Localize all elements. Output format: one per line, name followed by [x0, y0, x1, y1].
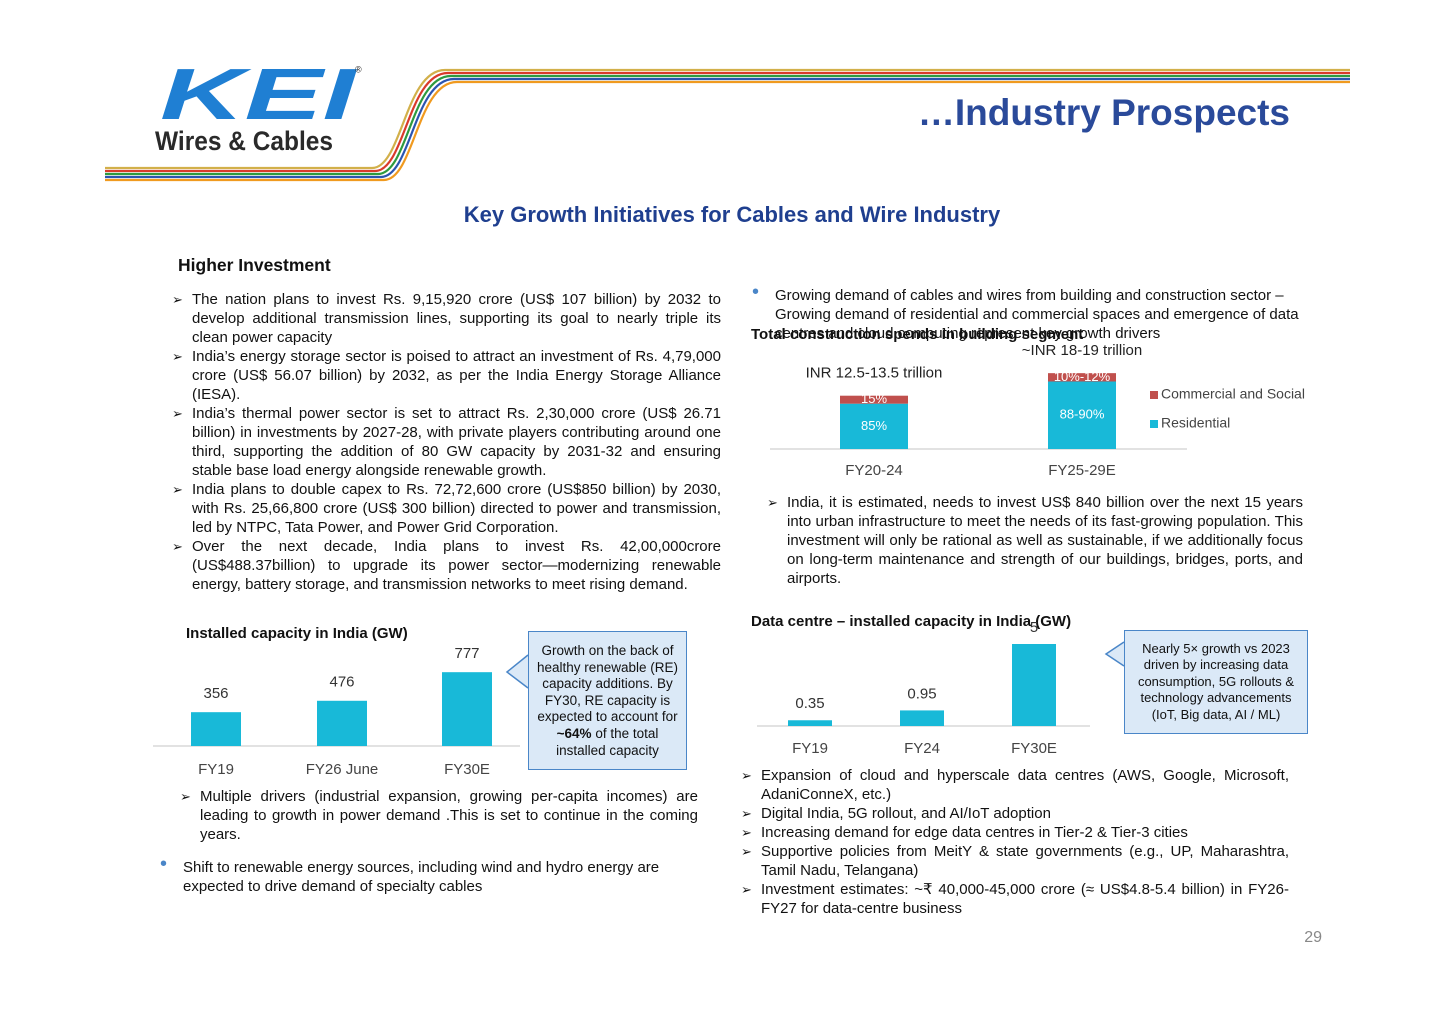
legend-label: Commercial and Social — [1161, 386, 1305, 402]
category-label: FY24 — [904, 740, 940, 757]
stripes — [105, 68, 1350, 182]
bullet: Supportive policies from MeitY & state g… — [741, 842, 1289, 880]
callout: Nearly 5× growth vs 2023 driven by incre… — [1124, 630, 1308, 734]
category-label: FY30E — [1011, 740, 1057, 757]
category-label: FY30E — [444, 761, 490, 778]
bar — [900, 710, 944, 726]
bar-segment — [1048, 381, 1116, 449]
logo-sub: Wires & Cables — [155, 126, 333, 156]
callout-text: Growth on the back of healthy renewable … — [536, 643, 679, 725]
category-label: FY19 — [198, 761, 234, 778]
callout-pointer — [505, 654, 529, 689]
callout: Growth on the back of healthy renewable … — [528, 631, 687, 770]
total-label: INR 12.5-13.5 trillion — [806, 365, 943, 382]
bullet-list: The nation plans to invest Rs. 9,15,920 … — [172, 290, 721, 594]
bar-segment — [840, 403, 908, 449]
callout-highlight: ~64% — [556, 725, 592, 741]
page-title: …Industry Prospects — [918, 92, 1290, 133]
bullet-text: Shift to renewable energy sources, inclu… — [183, 859, 660, 895]
segment-label: 10%-12% — [1054, 369, 1111, 384]
bar — [191, 712, 241, 746]
value-label: 5 — [1030, 619, 1038, 636]
bullet: India’s thermal power sector is set to a… — [172, 404, 721, 480]
category-label: FY25-29E — [1048, 462, 1116, 479]
dot-bullet: Growing demand of cables and wires from … — [752, 283, 1303, 343]
segment-label: 85% — [861, 418, 887, 433]
bullet-list: Multiple drivers (industrial expansion, … — [180, 787, 698, 844]
bar-segment — [1048, 373, 1116, 382]
logo-mark: ® — [355, 64, 362, 74]
chart-title: Data centre – installed capacity in Indi… — [751, 613, 1071, 630]
callout-text: of the total installed capacity — [556, 725, 659, 758]
bullet: Investment estimates: ~₹ 40,000-45,000 c… — [741, 880, 1289, 918]
callout-pointer — [1104, 641, 1125, 667]
bullet: Increasing demand for edge data centres … — [741, 823, 1289, 842]
value-label: 476 — [329, 674, 354, 691]
bullet: India’s energy storage sector is poised … — [172, 347, 721, 404]
segment-label: 88-90% — [1060, 407, 1105, 422]
legend-label: Residential — [1161, 415, 1230, 431]
bullet: Expansion of cloud and hyperscale data c… — [741, 766, 1289, 804]
bar — [1012, 644, 1056, 726]
value-label: 777 — [454, 645, 479, 662]
value-label: 0.35 — [795, 695, 824, 712]
segment-label: 15% — [861, 391, 887, 406]
heading: Higher Investment — [178, 255, 331, 275]
total-label: ~INR 18-19 trillion — [1022, 342, 1142, 359]
category-label: FY20-24 — [845, 462, 903, 479]
bullet: India plans to double capex to Rs. 72,72… — [172, 480, 721, 537]
legend-swatch — [1150, 420, 1158, 428]
bullet: Digital India, 5G rollout, and AI/IoT ad… — [741, 804, 1289, 823]
bullet-list: India, it is estimated, needs to invest … — [767, 493, 1303, 588]
bullet-list: Expansion of cloud and hyperscale data c… — [741, 766, 1289, 918]
subtitle: Key Growth Initiatives for Cables and Wi… — [464, 202, 1001, 227]
value-label: 0.95 — [907, 685, 936, 702]
page-number: 29 — [1304, 929, 1322, 946]
dot-bullet: Shift to renewable energy sources, inclu… — [160, 855, 703, 896]
bar — [317, 700, 367, 746]
bullet: Over the next decade, India plans to inv… — [172, 537, 721, 594]
value-label: 356 — [203, 685, 228, 702]
logo: KEI — [160, 55, 358, 135]
bullet: India, it is estimated, needs to invest … — [767, 493, 1303, 588]
bar — [442, 672, 492, 746]
legend-swatch — [1150, 391, 1158, 399]
bullet-text: Growing demand of cables and wires from … — [775, 287, 1299, 342]
bullet: The nation plans to invest Rs. 9,15,920 … — [172, 290, 721, 347]
category-label: FY26 June — [306, 761, 379, 778]
bullet: Multiple drivers (industrial expansion, … — [180, 787, 698, 844]
bar-segment — [840, 395, 908, 404]
category-label: FY19 — [792, 740, 828, 757]
bar — [788, 720, 832, 726]
chart-title: Installed capacity in India (GW) — [186, 625, 408, 642]
